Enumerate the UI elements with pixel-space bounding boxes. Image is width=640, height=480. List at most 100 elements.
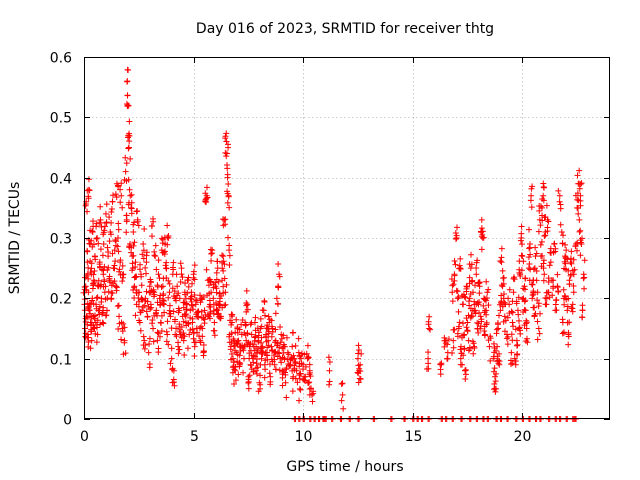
data-point (143, 288, 150, 295)
data-point (152, 253, 159, 260)
data-point (183, 306, 190, 313)
data-point (130, 252, 137, 259)
data-point (184, 290, 191, 297)
data-point (501, 313, 508, 320)
data-point (97, 246, 104, 253)
data-point (152, 309, 159, 316)
data-point (487, 333, 494, 340)
data-point (137, 327, 144, 334)
data-point (105, 248, 112, 255)
data-point (181, 311, 188, 318)
data-point (175, 339, 182, 346)
data-point (577, 252, 584, 259)
data-point (117, 257, 124, 264)
data-point (201, 316, 208, 323)
data-point (259, 307, 266, 314)
data-point (123, 160, 130, 167)
data-point (449, 349, 456, 356)
data-point (566, 281, 573, 288)
data-point (485, 337, 492, 344)
data-point (236, 359, 243, 366)
data-point (579, 314, 586, 321)
data-point (87, 328, 94, 335)
data-point (128, 204, 135, 211)
data-point (307, 373, 314, 380)
y-tick-label: 0.5 (50, 111, 72, 127)
data-point (563, 247, 570, 254)
data-point (497, 257, 504, 264)
data-point (203, 266, 210, 273)
data-point (577, 227, 584, 234)
data-point (483, 294, 490, 301)
data-point (474, 299, 481, 306)
data-point (84, 208, 91, 215)
data-point (533, 277, 540, 284)
data-point (132, 273, 139, 280)
data-point (125, 66, 132, 73)
data-point (84, 334, 91, 341)
data-point (571, 266, 578, 273)
data-point (101, 278, 108, 285)
data-point (326, 367, 333, 374)
data-point (193, 297, 200, 304)
data-point (514, 341, 521, 348)
data-point (426, 325, 433, 332)
data-point (578, 241, 585, 248)
data-point (82, 325, 89, 332)
data-point (85, 195, 92, 202)
data-point (114, 182, 121, 189)
data-point (283, 334, 290, 341)
data-point (259, 350, 266, 357)
data-point (540, 277, 547, 284)
data-point (356, 375, 363, 382)
data-point (449, 282, 456, 289)
data-point (160, 249, 167, 256)
data-point (145, 349, 152, 356)
data-point (244, 306, 251, 313)
data-point (581, 257, 588, 264)
data-point (173, 333, 180, 340)
data-point (189, 326, 196, 333)
data-point (192, 296, 199, 303)
data-point (171, 382, 178, 389)
data-point (118, 192, 125, 199)
data-point (556, 192, 563, 199)
data-point (108, 206, 115, 213)
data-point (451, 272, 458, 279)
data-point (246, 372, 253, 379)
data-point (296, 370, 303, 377)
data-point (113, 283, 120, 290)
data-point (425, 349, 432, 356)
data-point (506, 286, 513, 293)
data-point (228, 330, 235, 337)
data-point (475, 329, 482, 336)
data-point (512, 326, 519, 333)
data-point (535, 300, 542, 307)
data-point (293, 367, 300, 374)
data-point (140, 255, 147, 262)
data-point (468, 251, 475, 258)
data-point (303, 350, 310, 357)
data-point (170, 367, 177, 374)
data-point (162, 262, 169, 269)
data-point (570, 256, 577, 263)
data-point (181, 352, 188, 359)
data-point (481, 332, 488, 339)
data-point (222, 221, 229, 228)
data-point (268, 343, 275, 350)
data-point (480, 302, 487, 309)
data-point (144, 314, 151, 321)
data-point (552, 245, 559, 252)
data-point (102, 210, 109, 217)
data-point (141, 337, 148, 344)
data-point (576, 216, 583, 223)
data-point (109, 250, 116, 257)
data-point (236, 326, 243, 333)
data-point (123, 212, 130, 219)
data-point (273, 295, 280, 302)
data-point (483, 278, 490, 285)
data-point (282, 379, 289, 386)
data-point (258, 323, 265, 330)
data-point (188, 289, 195, 296)
data-point (221, 261, 228, 268)
